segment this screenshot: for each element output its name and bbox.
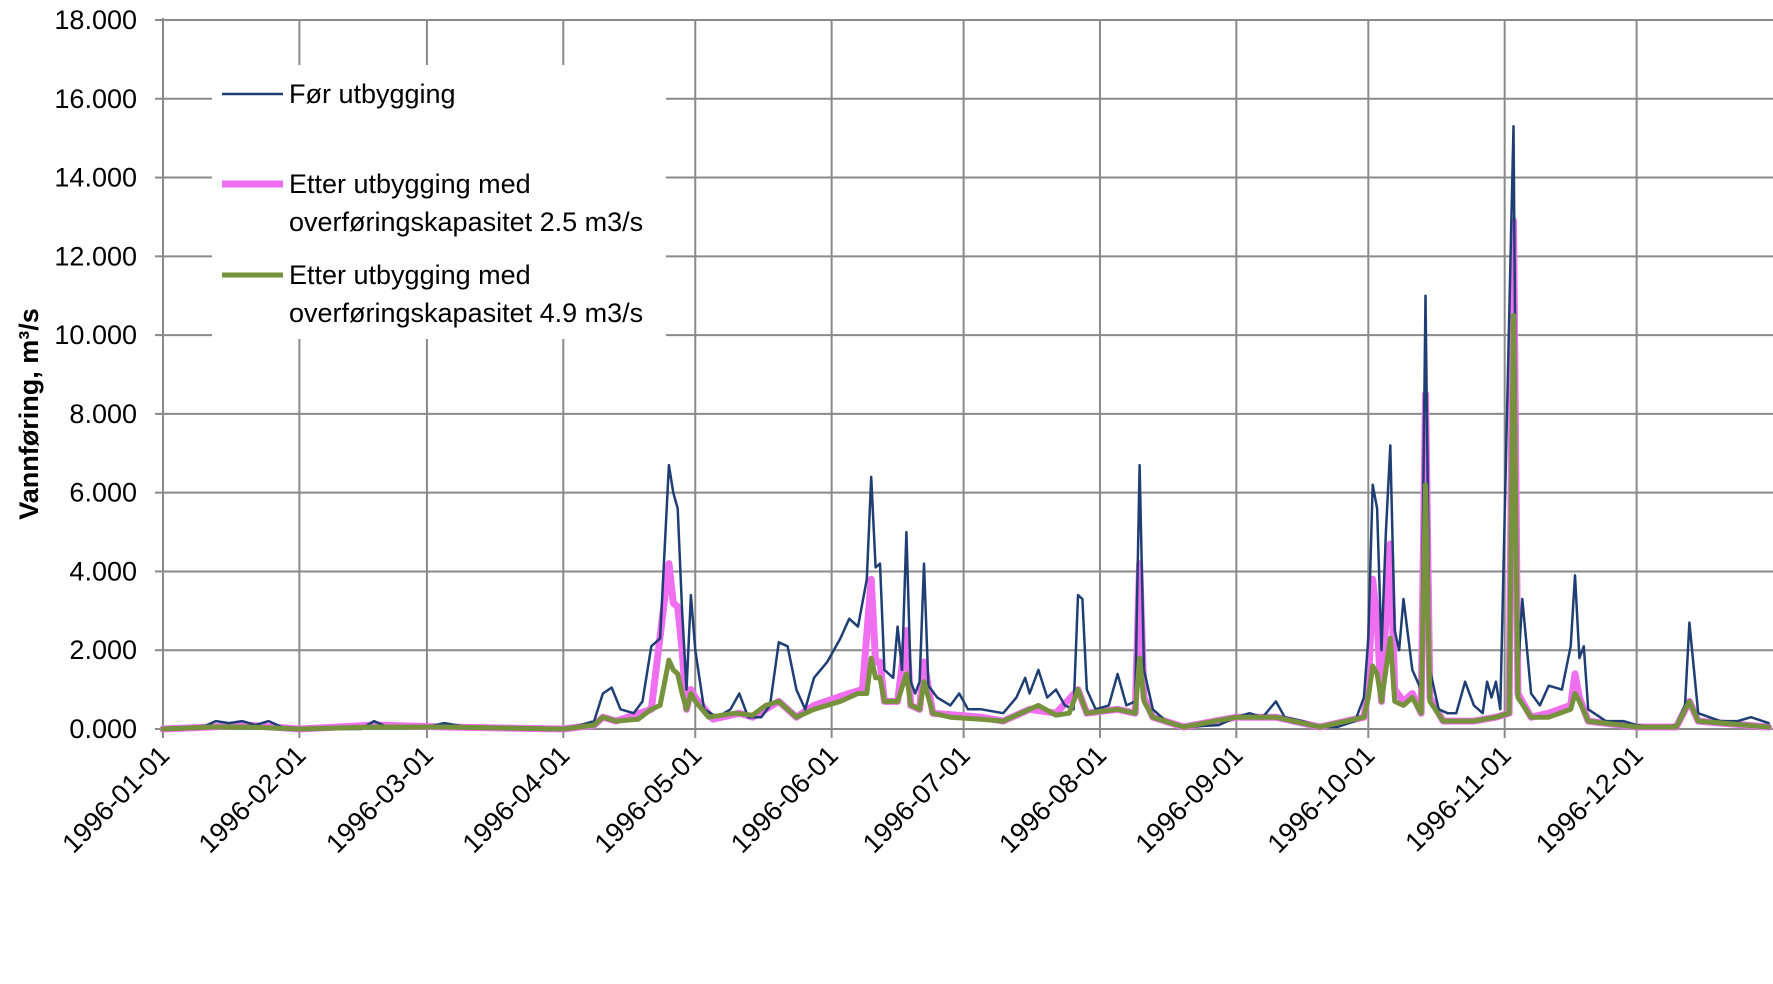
legend-label-1: Før utbygging <box>289 79 456 109</box>
y-tick-label: 12.000 <box>54 241 137 271</box>
x-tick-labels: 1996-01-01 1996-02-01 1996-03-01 1996-04-01… <box>56 740 1649 859</box>
x-tick-label: 1996-11-01 <box>1399 740 1516 857</box>
y-tick-label: 4.000 <box>69 556 137 586</box>
x-tick-label: 1996-04-01 <box>457 740 576 859</box>
y-tick-label: 18.000 <box>54 5 137 35</box>
x-tick-label: 1996-02-01 <box>193 740 312 859</box>
x-tick-label: 1996-07-01 <box>857 740 976 859</box>
x-tick-label: 1996-08-01 <box>993 740 1112 859</box>
x-tick-label: 1996-06-01 <box>725 740 844 859</box>
legend-label-2: overføringskapasitet 2.5 m3/s <box>289 207 643 237</box>
legend-background <box>212 65 666 339</box>
y-tick-label: 8.000 <box>69 399 137 429</box>
x-tick-label: 1996-09-01 <box>1130 740 1249 859</box>
y-tick-label: 2.000 <box>69 635 137 665</box>
legend-label-3: overføringskapasitet 4.9 m3/s <box>289 298 643 328</box>
y-tick-label: 6.000 <box>69 478 137 508</box>
y-tick-label: 14.000 <box>54 163 137 193</box>
x-tick-label: 1996-03-01 <box>320 740 439 859</box>
series-line-3 <box>160 312 1772 732</box>
x-tick-label: 1996-12-01 <box>1530 740 1649 859</box>
y-axis-label: Vannføring, m³/s <box>14 308 44 520</box>
x-tick-label: 1996-05-01 <box>589 740 708 859</box>
y-tick-label: 10.000 <box>54 320 137 350</box>
series-line-1 <box>161 125 1770 731</box>
y-tick-labels: 0.000 2.000 4.000 6.000 8.000 10.000 12.000 14.… <box>54 5 137 744</box>
legend-label-2: Etter utbygging med <box>289 169 531 199</box>
y-tick-label: 0.000 <box>69 714 137 744</box>
y-tick-label: 16.000 <box>54 84 137 114</box>
legend: Før utbygging Etter utbygging med overføri… <box>212 65 666 339</box>
legend-label-3: Etter utbygging med <box>289 260 531 290</box>
x-tick-label: 1996-10-01 <box>1262 740 1381 859</box>
x-tick-label: 1996-01-01 <box>56 740 175 859</box>
series-lines <box>159 125 1773 733</box>
